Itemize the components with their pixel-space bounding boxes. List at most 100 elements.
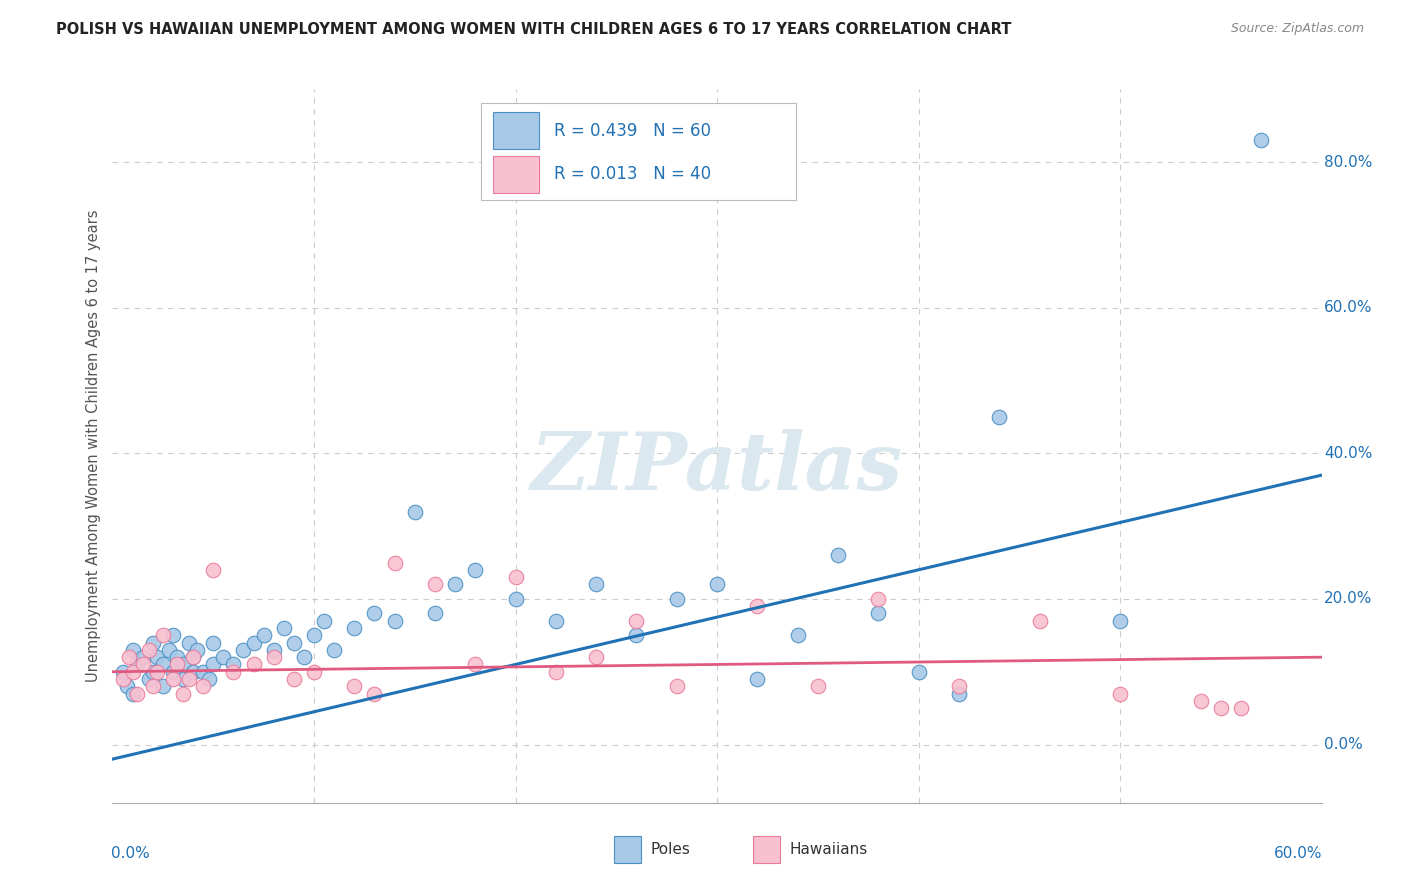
Point [177,672,200,686]
Point [444,577,467,591]
Point [191,679,214,693]
Point [283,635,305,649]
Point [181,650,204,665]
Point [807,679,830,693]
Point [1028,614,1050,628]
Point [146,650,169,665]
Point [1250,133,1272,147]
Point [222,657,245,672]
Point [384,614,406,628]
Point [232,643,254,657]
Point [198,672,221,686]
Point [146,665,169,679]
Point [747,599,769,614]
Point [152,657,174,672]
Point [121,687,143,701]
Text: 60.0%: 60.0% [1274,846,1323,861]
Point [242,657,264,672]
Point [343,679,366,693]
Point [138,643,160,657]
Point [665,591,688,606]
Text: ZIPatlas: ZIPatlas [531,429,903,506]
Point [1230,701,1253,715]
Point [212,650,235,665]
Point [142,679,165,693]
Point [323,643,346,657]
Point [312,614,335,628]
Point [626,628,648,642]
Text: 80.0%: 80.0% [1324,154,1372,169]
Text: Source: ZipAtlas.com: Source: ZipAtlas.com [1230,22,1364,36]
Point [384,556,406,570]
Point [202,563,225,577]
Point [948,679,970,693]
FancyBboxPatch shape [481,103,796,200]
Point [242,635,264,649]
Point [827,548,849,562]
Point [172,687,194,701]
Point [706,577,728,591]
Point [263,643,285,657]
Point [138,672,160,686]
Point [125,657,148,672]
Point [907,665,929,679]
Point [172,657,194,672]
Point [505,591,527,606]
Point [786,628,808,642]
Point [162,665,184,679]
Point [1109,614,1132,628]
Point [363,607,385,621]
Point [948,687,970,701]
Point [121,643,143,657]
Point [132,650,155,665]
Text: 0.0%: 0.0% [1324,737,1362,752]
Point [166,650,188,665]
Point [464,563,486,577]
Point [202,657,225,672]
Point [263,650,285,665]
Point [152,628,174,642]
Point [181,650,204,665]
Point [292,650,315,665]
Point [162,628,184,642]
Point [283,672,305,686]
Text: Hawaiians: Hawaiians [790,842,868,857]
Point [626,614,648,628]
Point [505,570,527,584]
Point [464,657,486,672]
Point [404,504,426,518]
Point [1109,687,1132,701]
Point [162,672,184,686]
Point [132,657,155,672]
Point [585,577,607,591]
Point [121,665,143,679]
Point [172,672,194,686]
Point [125,687,148,701]
Text: 60.0%: 60.0% [1324,300,1372,315]
Point [273,621,295,635]
Point [117,650,139,665]
Point [222,665,245,679]
Point [544,614,567,628]
Point [166,657,188,672]
Y-axis label: Unemployment Among Women with Children Ages 6 to 17 years: Unemployment Among Women with Children A… [86,210,101,682]
Point [868,591,890,606]
Point [177,635,200,649]
Point [157,643,180,657]
Point [544,665,567,679]
Point [302,665,325,679]
Point [111,672,134,686]
Text: POLISH VS HAWAIIAN UNEMPLOYMENT AMONG WOMEN WITH CHILDREN AGES 6 TO 17 YEARS COR: POLISH VS HAWAIIAN UNEMPLOYMENT AMONG WO… [56,22,1011,37]
Point [302,628,325,642]
Text: 0.0%: 0.0% [111,846,150,861]
Point [363,687,385,701]
Point [585,650,607,665]
FancyBboxPatch shape [754,837,780,863]
Point [343,621,366,635]
Point [253,628,276,642]
FancyBboxPatch shape [494,155,540,193]
Point [152,679,174,693]
Point [186,643,208,657]
Point [747,672,769,686]
Text: Poles: Poles [651,842,690,857]
